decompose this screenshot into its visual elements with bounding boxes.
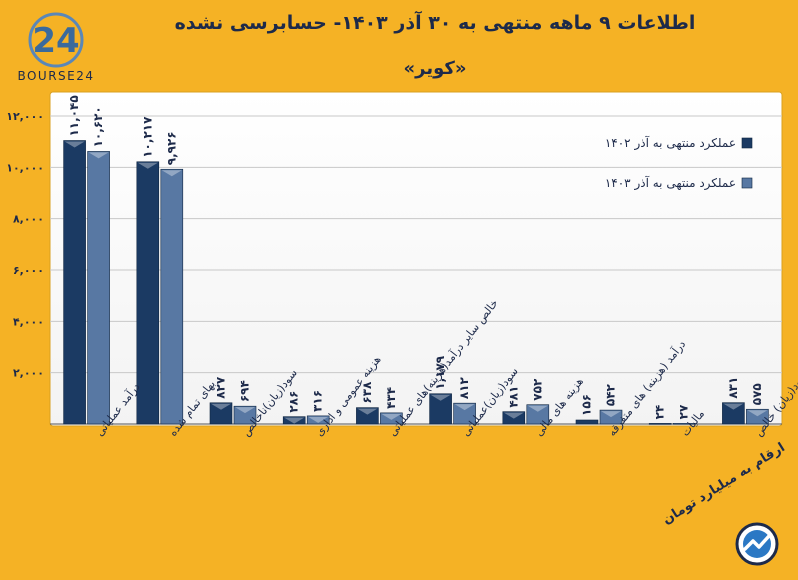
- data-label: ۱۵۶: [580, 394, 594, 416]
- bar-highlight: [308, 416, 329, 423]
- data-label: ۱۰,۲۱۷: [140, 116, 154, 158]
- bar-highlight: [454, 404, 475, 411]
- bar-1403: [233, 405, 257, 425]
- bar-highlight: [747, 410, 768, 417]
- trend-badge-icon: [735, 522, 779, 566]
- y-tick-label: ۶,۰۰۰: [13, 264, 44, 277]
- y-axis-ticks: ۲,۰۰۰ ۴,۰۰۰ ۶,۰۰۰ ۸,۰۰۰ ۱۰,۰۰۰ ۱۲,۰۰۰: [6, 110, 44, 380]
- bar-1403: [526, 404, 550, 425]
- bar-1402: [63, 140, 86, 425]
- data-label: ۱۱,۰۴۵: [67, 95, 81, 136]
- data-label: ۸۱۲: [457, 377, 471, 400]
- data-label: ۸۲۷: [214, 376, 228, 399]
- bar-1403: [306, 415, 330, 425]
- bar-highlight: [137, 162, 158, 169]
- data-labels: ۱۱,۰۴۵ ۱۰,۶۲۰ ۱۰,۲۱۷ ۹,۹۲۶ ۸۲۷ ۶۹۴ ۲۸۶ ۳۱۶ ۶۳۸ ۴۳…: [67, 95, 764, 419]
- legend-label: عملکرد منتهی به آذر ۱۴۰۲: [605, 135, 736, 151]
- bar-1402: [209, 402, 233, 425]
- bar-1402: [502, 411, 526, 425]
- bars: [63, 140, 769, 425]
- logo-text: BOURSE24: [17, 69, 94, 83]
- y-tick-label: ۸,۰۰۰: [13, 213, 44, 226]
- data-label: ۲۷: [677, 404, 691, 419]
- legend-swatch: [741, 137, 753, 149]
- data-label: ۵۴۲: [604, 383, 618, 406]
- bar-1402: [722, 402, 745, 425]
- data-label: ۲۴: [653, 405, 667, 420]
- bar-highlight: [723, 403, 744, 410]
- bar-1403: [672, 423, 696, 425]
- y-tick-label: ۴,۰۰۰: [13, 315, 44, 328]
- legend-swatch: [741, 177, 753, 189]
- bar-highlight: [381, 413, 402, 420]
- y-tick-label: ۱۲,۰۰۰: [6, 110, 44, 123]
- data-label: ۲۸۶: [287, 391, 301, 413]
- bar-highlight: [64, 141, 85, 148]
- data-label: ۴۳۴: [384, 387, 398, 409]
- data-label: ۵۷۵: [750, 383, 764, 405]
- y-tick-label: ۱۰,۰۰۰: [6, 161, 44, 174]
- plot-area: [49, 91, 783, 427]
- data-label: ۴۸۱: [506, 386, 520, 408]
- chart-title: اطلاعات ۹ ماهه منتهی به ۳۰ آذر ۱۴۰۳- حسا…: [174, 12, 696, 34]
- bar-1403: [160, 168, 184, 425]
- bar-highlight: [235, 407, 255, 414]
- legend-label: عملکرد منتهی به آذر ۱۴۰۳: [605, 175, 736, 191]
- bar-1403: [746, 408, 769, 425]
- svg-text:24: 24: [32, 21, 79, 61]
- data-label: ۱,۱۷۹: [433, 355, 447, 390]
- data-label: ۱۰,۶۲۰: [91, 106, 105, 147]
- bar-highlight: [527, 405, 548, 412]
- bar-1403: [380, 412, 403, 425]
- data-label: ۶۹۴: [238, 380, 252, 402]
- bar-1403: [599, 409, 623, 425]
- bar-1402: [575, 419, 599, 425]
- bar-highlight: [211, 403, 231, 410]
- bourse24-logo: 24 BOURSE24: [6, 6, 116, 86]
- data-label: ۹,۹۲۶: [164, 131, 178, 165]
- bar-highlight: [88, 152, 109, 159]
- chart-subtitle: «کویر»: [403, 58, 467, 79]
- data-label: ۸۳۱: [726, 377, 740, 399]
- data-label: ۳۱۶: [311, 390, 325, 412]
- bar-highlight: [357, 408, 378, 415]
- bar-1403: [453, 402, 476, 425]
- y-tick-label: ۲,۰۰۰: [13, 367, 44, 380]
- bar-1402: [282, 416, 306, 425]
- data-label: ۷۵۲: [530, 378, 544, 401]
- bar-highlight: [284, 417, 305, 424]
- bar-highlight: [601, 411, 621, 418]
- bar-highlight: [430, 394, 451, 401]
- bar-1402: [648, 423, 672, 425]
- data-label: ۶۳۸: [360, 381, 374, 404]
- legend: عملکرد منتهی به آذر ۱۴۰۲ عملکرد منتهی به …: [605, 135, 753, 191]
- bar-1402: [356, 407, 379, 425]
- bar-1402: [429, 393, 452, 425]
- bar-highlight: [161, 170, 182, 177]
- bar-1402: [136, 161, 160, 425]
- bar-highlight: [503, 412, 524, 419]
- bar-1403: [87, 151, 110, 425]
